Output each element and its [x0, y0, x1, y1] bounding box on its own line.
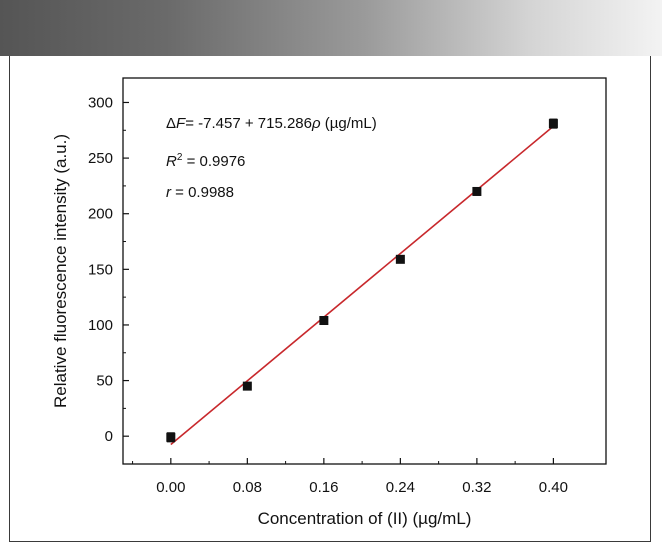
x-tick-label: 0.40 — [539, 479, 568, 496]
data-point — [395, 254, 405, 264]
data-point — [166, 432, 176, 442]
equation-body: = -7.457 + 715.286 — [185, 115, 312, 132]
r-squared-symbol: R — [166, 153, 177, 170]
r-value: = 0.9988 — [171, 184, 234, 201]
equation-rho: ρ — [311, 115, 321, 132]
y-tick-label: 250 — [88, 150, 113, 167]
equation-unit: (µg/mL) — [321, 115, 377, 132]
r-annotation: r = 0.9988 — [166, 184, 234, 201]
x-tick-label: 0.16 — [309, 479, 338, 496]
data-point — [319, 316, 329, 326]
fit-line — [170, 125, 554, 446]
y-tick-label: 0 — [105, 428, 113, 445]
r-squared-annotation: R2 = 0.9976 — [166, 152, 245, 170]
x-tick-label: 0.08 — [233, 479, 262, 496]
data-point — [242, 381, 252, 391]
figure-frame — [9, 56, 651, 542]
r-squared-value: = 0.9976 — [182, 153, 245, 170]
x-tick-label: 0.24 — [386, 479, 415, 496]
y-tick-label: 300 — [88, 94, 113, 111]
data-point — [472, 186, 482, 196]
header-gradient-band — [0, 0, 662, 56]
axis-ticks — [123, 101, 554, 465]
y-tick-label: 200 — [88, 206, 113, 223]
r-symbol: r — [166, 184, 172, 201]
equation-delta: Δ — [166, 115, 176, 132]
data-point — [548, 119, 558, 129]
y-tick-label: 100 — [88, 317, 113, 334]
equation-f: F — [176, 115, 186, 132]
equation-annotation: ΔF= -7.457 + 715.286ρ (µg/mL) — [166, 115, 377, 132]
y-tick-label: 150 — [88, 261, 113, 278]
x-tick-label: 0.32 — [462, 479, 491, 496]
plot-area-border — [122, 77, 607, 465]
y-tick-label: 50 — [96, 373, 113, 390]
x-axis-title: Concentration of (II) (µg/mL) — [258, 509, 472, 528]
data-points — [166, 118, 558, 443]
x-tick-label: 0.00 — [156, 479, 185, 496]
y-axis-title: Relative fluorescence intensity (a.u.) — [51, 134, 70, 408]
r-squared-superscript: 2 — [177, 152, 183, 163]
